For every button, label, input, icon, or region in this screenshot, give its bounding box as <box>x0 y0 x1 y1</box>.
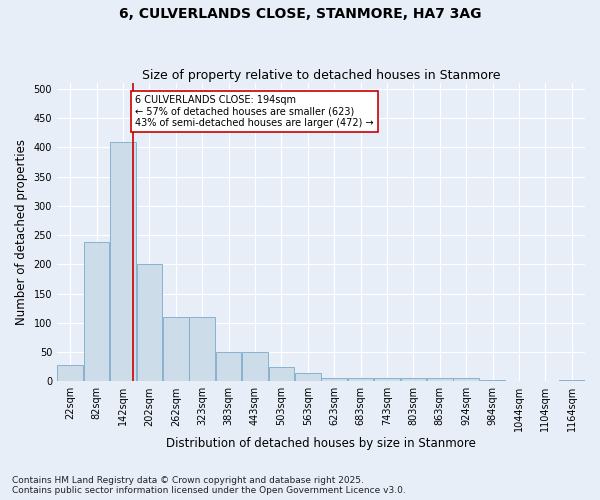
Text: 6 CULVERLANDS CLOSE: 194sqm
← 57% of detached houses are smaller (623)
43% of se: 6 CULVERLANDS CLOSE: 194sqm ← 57% of det… <box>136 95 374 128</box>
Bar <box>374 378 400 382</box>
Bar <box>110 142 136 382</box>
Bar <box>401 378 426 382</box>
Bar <box>348 378 373 382</box>
Bar <box>137 264 162 382</box>
Bar <box>190 317 215 382</box>
Bar <box>84 242 109 382</box>
Bar <box>322 378 347 382</box>
Title: Size of property relative to detached houses in Stanmore: Size of property relative to detached ho… <box>142 69 500 82</box>
X-axis label: Distribution of detached houses by size in Stanmore: Distribution of detached houses by size … <box>166 437 476 450</box>
Bar <box>427 378 452 382</box>
Bar <box>295 372 320 382</box>
Y-axis label: Number of detached properties: Number of detached properties <box>15 139 28 325</box>
Bar <box>242 352 268 382</box>
Bar <box>480 380 505 382</box>
Bar <box>559 380 584 382</box>
Bar <box>454 378 479 382</box>
Text: Contains HM Land Registry data © Crown copyright and database right 2025.
Contai: Contains HM Land Registry data © Crown c… <box>12 476 406 495</box>
Text: 6, CULVERLANDS CLOSE, STANMORE, HA7 3AG: 6, CULVERLANDS CLOSE, STANMORE, HA7 3AG <box>119 8 481 22</box>
Bar <box>269 366 294 382</box>
Bar <box>58 365 83 382</box>
Bar <box>216 352 241 382</box>
Bar <box>163 317 188 382</box>
